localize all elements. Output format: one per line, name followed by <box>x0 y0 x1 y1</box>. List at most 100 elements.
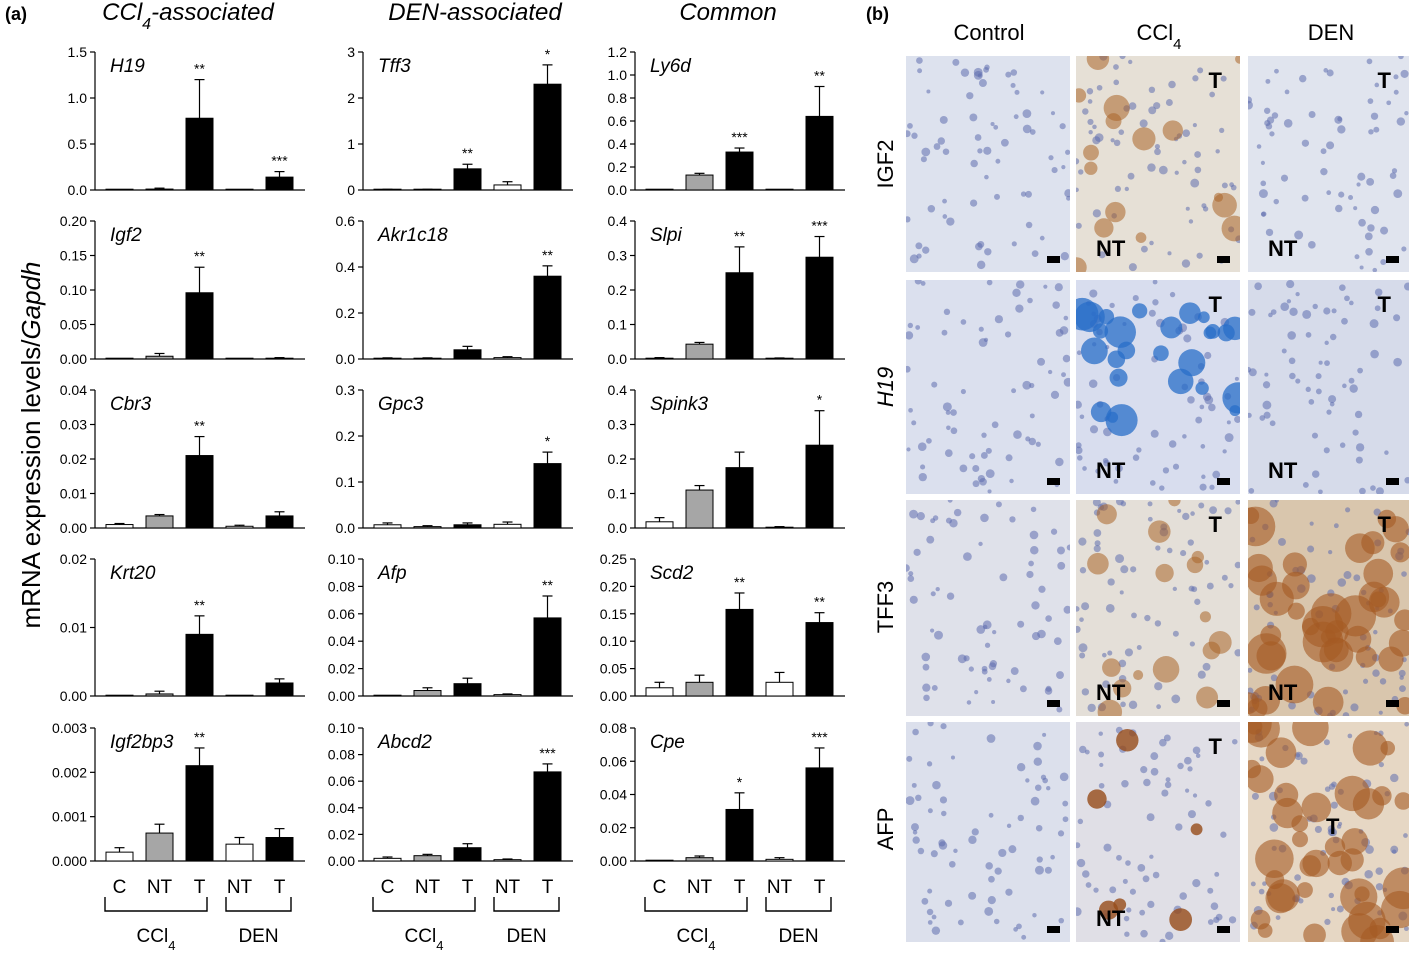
tumor-label: T <box>1377 512 1391 537</box>
nucleus <box>1034 784 1042 792</box>
nucleus <box>1373 508 1381 516</box>
bar <box>185 765 214 862</box>
nucleus <box>1358 218 1366 227</box>
nucleus <box>1326 409 1332 415</box>
nucleus <box>939 796 948 804</box>
nucleus <box>1139 909 1146 916</box>
nucleus <box>1374 288 1383 297</box>
nucleus <box>1107 650 1113 656</box>
stain-region <box>1102 658 1121 677</box>
nucleus <box>991 421 999 429</box>
nucleus <box>1130 566 1137 573</box>
stain-region <box>1195 381 1209 395</box>
bar <box>685 681 714 697</box>
chart-akr1c18: 0.0 0.2 0.4 0.6 Akr1c18 ** <box>336 213 573 367</box>
nucleus <box>1019 685 1027 693</box>
micrograph-tile: T NT <box>1076 500 1240 716</box>
nucleus <box>932 780 941 790</box>
significance-label: ** <box>194 418 205 434</box>
bar <box>685 174 714 191</box>
bar <box>413 855 442 862</box>
nucleus <box>1365 247 1373 256</box>
nucleus <box>1305 332 1312 338</box>
nucleus <box>1398 56 1404 60</box>
tumor-label: T <box>1208 734 1222 759</box>
x-tick-label: NT <box>415 877 441 898</box>
bar <box>145 355 174 360</box>
nucleus <box>968 666 974 672</box>
y-tick-label: 1.5 <box>68 44 88 60</box>
nucleus <box>1197 67 1204 74</box>
nucleus <box>1120 701 1126 708</box>
bar <box>225 357 254 360</box>
nucleus <box>1307 545 1315 553</box>
nucleus <box>1320 148 1327 155</box>
bar <box>533 617 562 697</box>
bar <box>145 188 174 191</box>
nucleus <box>1172 463 1180 470</box>
nucleus <box>1258 888 1265 895</box>
stain-region <box>1292 722 1329 747</box>
nucleus <box>1030 546 1039 555</box>
significance-label: * <box>737 774 743 790</box>
bar <box>765 681 794 697</box>
significance-label: ** <box>462 145 473 161</box>
stain-region <box>1076 257 1087 272</box>
nucleus <box>1248 100 1253 110</box>
stain-region <box>1394 792 1409 810</box>
nucleus <box>1040 90 1045 95</box>
bar <box>105 524 134 529</box>
nucleus <box>1263 411 1271 419</box>
significance-label: * <box>817 392 823 408</box>
nucleus <box>1089 289 1098 298</box>
nucleus <box>1044 687 1053 695</box>
tumor-label: T <box>1377 68 1391 93</box>
nucleus <box>1061 165 1066 170</box>
stain-region <box>1248 765 1274 794</box>
nucleus <box>1182 434 1187 439</box>
significance-label: ** <box>734 228 745 244</box>
nucleus <box>1136 645 1142 650</box>
nucleus <box>1011 388 1017 394</box>
stain-region <box>1086 56 1110 70</box>
nucleus <box>1288 701 1296 710</box>
stain-region <box>1178 349 1206 377</box>
micrograph-tile: T NT <box>1248 56 1409 272</box>
nucleus <box>1021 934 1027 940</box>
nontumor-label: NT <box>1096 680 1126 705</box>
nucleus <box>927 808 933 814</box>
y-tick-label: 0 <box>347 182 355 198</box>
nucleus <box>1359 265 1364 270</box>
chart-afp: 0.00 0.02 0.04 0.06 0.08 0.10 Afp ** <box>328 551 573 704</box>
nucleus <box>1098 251 1106 259</box>
gene-label: Gpc3 <box>378 394 424 415</box>
nucleus <box>935 586 940 592</box>
nucleus <box>1079 414 1085 420</box>
nucleus <box>985 447 992 454</box>
nucleus <box>1364 869 1373 879</box>
nucleus <box>1288 357 1296 365</box>
nucleus <box>1404 282 1409 291</box>
nucleus <box>1147 163 1156 172</box>
nucleus <box>1270 674 1278 682</box>
nucleus <box>1370 485 1376 491</box>
nucleus <box>923 694 930 702</box>
nucleus <box>1102 652 1107 658</box>
nucleus <box>1118 129 1125 135</box>
nucleus <box>1205 800 1212 807</box>
nucleus <box>1033 741 1042 751</box>
nucleus <box>1302 309 1312 319</box>
stain-region <box>1196 686 1219 709</box>
bar <box>225 843 254 862</box>
scale-bar <box>1047 256 1060 263</box>
nucleus <box>932 515 939 521</box>
nucleus <box>1261 211 1267 217</box>
nucleus <box>1152 280 1158 285</box>
y-tick-label: 0.25 <box>600 551 627 567</box>
bar <box>373 524 402 529</box>
y-tick-label: 0.01 <box>60 486 87 502</box>
nucleus <box>1161 789 1169 797</box>
nucleus <box>1059 772 1069 782</box>
x-tick-label: NT <box>767 877 793 898</box>
